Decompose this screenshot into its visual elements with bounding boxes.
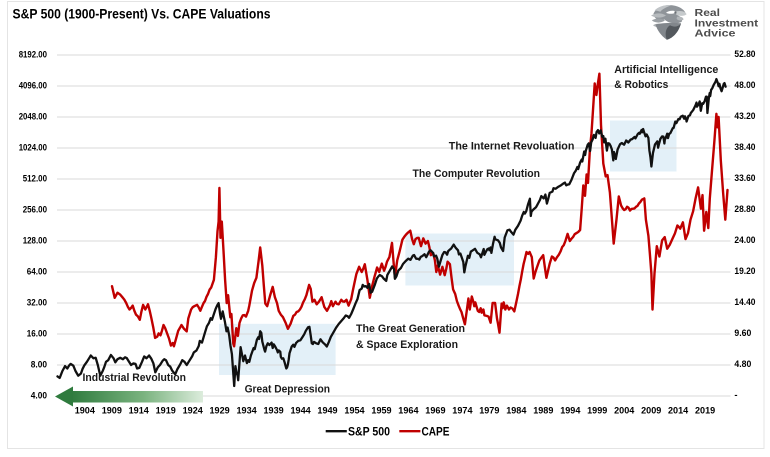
svg-text:9.60: 9.60 (734, 328, 751, 339)
svg-text:1924: 1924 (183, 405, 204, 416)
svg-text:1954: 1954 (344, 405, 365, 416)
svg-text:S&P 500: S&P 500 (348, 427, 390, 439)
svg-text:2014: 2014 (668, 405, 689, 416)
svg-text:1909: 1909 (102, 405, 122, 416)
svg-text:Artificial Intelligence: Artificial Intelligence (614, 64, 718, 76)
svg-text:1974: 1974 (452, 405, 473, 416)
svg-text:128.00: 128.00 (23, 236, 47, 247)
svg-text:Real: Real (695, 7, 721, 19)
svg-text:2009: 2009 (641, 405, 661, 416)
svg-text:1964: 1964 (398, 405, 419, 416)
svg-text:33.60: 33.60 (734, 173, 755, 184)
svg-text:28.80: 28.80 (734, 204, 755, 215)
svg-text:& Space Exploration: & Space Exploration (356, 339, 458, 351)
svg-text:512.00: 512.00 (23, 174, 47, 185)
svg-text:48.00: 48.00 (734, 80, 755, 91)
svg-text:1934: 1934 (237, 405, 258, 416)
svg-text:19.20: 19.20 (734, 266, 755, 277)
svg-text:1914: 1914 (129, 405, 150, 416)
svg-text:Industrial Revolution: Industrial Revolution (83, 372, 187, 384)
svg-text:1944: 1944 (291, 405, 312, 416)
svg-text:1904: 1904 (75, 405, 96, 416)
svg-text:1989: 1989 (533, 405, 553, 416)
svg-text:CAPE: CAPE (422, 427, 450, 439)
svg-text:256.00: 256.00 (23, 205, 47, 216)
svg-text:The Great Generation: The Great Generation (356, 323, 465, 335)
svg-text:8.00: 8.00 (31, 360, 47, 371)
svg-text:1979: 1979 (479, 405, 499, 416)
svg-text:-: - (734, 390, 737, 401)
svg-text:Investment: Investment (695, 17, 759, 29)
svg-text:32.00: 32.00 (27, 298, 47, 309)
svg-text:52.80: 52.80 (734, 49, 755, 60)
svg-text:16.00: 16.00 (27, 329, 47, 340)
svg-text:1984: 1984 (506, 405, 527, 416)
svg-text:1949: 1949 (317, 405, 337, 416)
svg-text:Great Depression: Great Depression (245, 384, 331, 396)
svg-text:4.00: 4.00 (31, 391, 47, 402)
svg-text:Advice: Advice (695, 27, 736, 39)
svg-text:4096.00: 4096.00 (19, 81, 47, 92)
svg-text:8192.00: 8192.00 (19, 50, 47, 61)
svg-text:64.00: 64.00 (27, 267, 47, 278)
svg-text:43.20: 43.20 (734, 111, 755, 122)
svg-text:4.80: 4.80 (734, 359, 751, 370)
svg-text:1969: 1969 (425, 405, 445, 416)
svg-text:2048.00: 2048.00 (19, 112, 47, 123)
svg-text:1929: 1929 (210, 405, 230, 416)
svg-text:38.40: 38.40 (734, 142, 755, 153)
svg-text:1994: 1994 (560, 405, 581, 416)
svg-text:S&P 500 (1900-Present) Vs. CAP: S&P 500 (1900-Present) Vs. CAPE Valuatio… (13, 6, 271, 22)
svg-text:2004: 2004 (614, 405, 635, 416)
svg-text:1939: 1939 (264, 405, 284, 416)
svg-text:1024.00: 1024.00 (19, 143, 47, 154)
svg-text:14.40: 14.40 (734, 297, 755, 308)
svg-text:1999: 1999 (587, 405, 607, 416)
svg-text:2019: 2019 (695, 405, 715, 416)
svg-text:& Robotics: & Robotics (614, 79, 668, 91)
svg-text:1959: 1959 (371, 405, 391, 416)
svg-text:1919: 1919 (156, 405, 176, 416)
svg-text:The Computer Revolution: The Computer Revolution (413, 168, 541, 180)
svg-text:24.00: 24.00 (734, 235, 755, 246)
svg-text:The Internet Revoluation: The Internet Revoluation (449, 141, 575, 153)
